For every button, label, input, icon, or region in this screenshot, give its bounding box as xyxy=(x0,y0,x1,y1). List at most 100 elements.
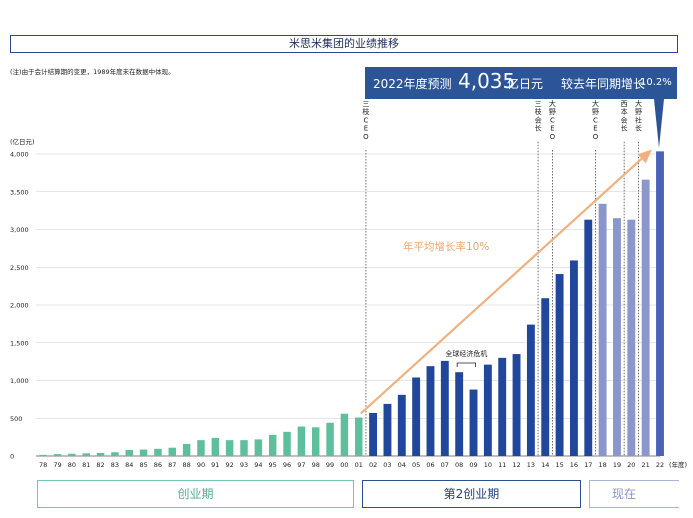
event-marker: 大野 C E O xyxy=(549,99,556,456)
x-tick-label: 20 xyxy=(627,461,635,469)
trend-label: 年平均增长率10% xyxy=(403,240,489,253)
annotations: 年平均增长率10% 全球经济危机 xyxy=(360,99,664,415)
bar xyxy=(383,403,392,456)
crisis-label: 全球经济危机 xyxy=(445,349,487,358)
forecast-unit: 亿日元 xyxy=(507,77,544,91)
bar xyxy=(469,389,478,456)
x-tick-label: 10 xyxy=(484,461,492,469)
x-tick-label: 93 xyxy=(240,461,248,469)
chart-title: 米思米集团的业绩推移 xyxy=(10,35,678,53)
x-tick-label: 00 xyxy=(340,461,348,469)
x-tick-label: 78 xyxy=(39,461,47,469)
event-marker: 西本会长 xyxy=(621,100,628,456)
x-tick-label: 94 xyxy=(254,461,262,469)
x-tick-label: 07 xyxy=(441,461,449,469)
phase-startup: 创业期 xyxy=(37,480,354,508)
y-tick-label: 0 xyxy=(10,453,14,461)
x-tick-label: 21 xyxy=(642,461,650,469)
x-tick-label: 03 xyxy=(383,461,391,469)
bar xyxy=(283,431,291,456)
trend-arrow-head xyxy=(637,149,652,164)
bar xyxy=(225,440,234,456)
bar xyxy=(39,454,47,456)
bar xyxy=(397,394,406,456)
x-tick-label: 80 xyxy=(68,461,76,469)
x-tick-label: 85 xyxy=(139,461,147,469)
x-tick-label: 97 xyxy=(297,461,305,469)
forecast-growth-label: 较去年同期增长 xyxy=(561,77,646,91)
event-marker: 三枝会长 xyxy=(535,100,542,456)
y-tick-label: 4,000 xyxy=(10,151,29,159)
x-tick-label: 84 xyxy=(125,461,133,469)
event-marker: 三枝 C E O xyxy=(362,100,369,456)
bars xyxy=(39,151,664,457)
bar xyxy=(240,440,248,456)
bar xyxy=(613,218,621,456)
x-tick-label: 04 xyxy=(398,461,406,469)
y-tick-label: 3,500 xyxy=(10,188,29,196)
bar xyxy=(569,260,578,456)
x-tick-label: 13 xyxy=(527,461,535,469)
event-label: 大野 C E O xyxy=(592,99,599,141)
callout-pointer xyxy=(654,99,664,148)
x-tick-label: 87 xyxy=(168,461,176,469)
x-tick-label: 83 xyxy=(111,461,119,469)
x-tick-label: 91 xyxy=(211,461,219,469)
forecast-label: 2022年度预测 xyxy=(373,77,452,91)
bar xyxy=(541,298,550,456)
y-tick-label: 2,500 xyxy=(10,264,29,272)
bar xyxy=(455,372,464,456)
bar xyxy=(125,449,133,456)
x-tick-label: 17 xyxy=(584,461,592,469)
bar xyxy=(627,219,636,456)
event-label: 三枝 C E O xyxy=(362,100,369,141)
bar xyxy=(555,274,564,456)
bar xyxy=(182,443,191,456)
y-tick-label: 1,000 xyxy=(10,377,29,385)
x-tick-label: 99 xyxy=(326,461,334,469)
gridlines xyxy=(36,153,660,419)
event-label: 三枝会长 xyxy=(535,100,542,133)
bar xyxy=(355,417,363,456)
x-tick-label: 06 xyxy=(426,461,434,469)
x-tick-label: 01 xyxy=(355,461,363,469)
x-tick-label: 14 xyxy=(541,461,549,469)
chart-note: (注)由于会计结算期的变更，1989年度未在数据中体现。 xyxy=(10,68,175,76)
x-tick-label: 95 xyxy=(269,461,277,469)
forecast-callout: 2022年度预测 4,035 亿日元 较去年同期增长 10.2% xyxy=(365,67,677,99)
phase-current: 现在 xyxy=(589,480,679,508)
x-tick-label: 86 xyxy=(154,461,162,469)
y-axis-label: (亿日元) xyxy=(10,137,35,146)
phase-second-startup: 第2创业期 xyxy=(362,480,581,508)
x-tick-label: 05 xyxy=(412,461,420,469)
revenue-bar-chart: 05001,0001,5002,0002,5003,0003,5004,000(… xyxy=(10,99,687,469)
bar xyxy=(211,437,220,456)
x-tick-label: 19 xyxy=(613,461,621,469)
bar xyxy=(512,354,521,456)
bar xyxy=(584,219,593,456)
y-tick-label: 2,000 xyxy=(10,302,29,310)
x-tick-label: 02 xyxy=(369,461,377,469)
bar xyxy=(297,426,306,456)
bar xyxy=(498,357,507,456)
y-tick-label: 3,000 xyxy=(10,226,29,234)
bar xyxy=(154,448,162,456)
y-tick-label: 1,500 xyxy=(10,339,29,347)
bar xyxy=(96,452,105,456)
bar xyxy=(139,449,148,456)
bar xyxy=(641,179,650,457)
crisis-bracket xyxy=(456,362,476,367)
x-tick-label: 98 xyxy=(312,461,320,469)
y-tick-label: 500 xyxy=(10,415,22,423)
bar xyxy=(311,427,320,456)
x-tick-label: 12 xyxy=(512,461,520,469)
bar xyxy=(268,434,277,456)
bar xyxy=(656,151,664,457)
x-tick-label: 90 xyxy=(197,461,205,469)
bar xyxy=(111,452,119,456)
forecast-growth-value: 10.2% xyxy=(640,77,672,88)
bar xyxy=(483,364,492,456)
bar xyxy=(326,422,334,456)
bar xyxy=(412,377,421,456)
